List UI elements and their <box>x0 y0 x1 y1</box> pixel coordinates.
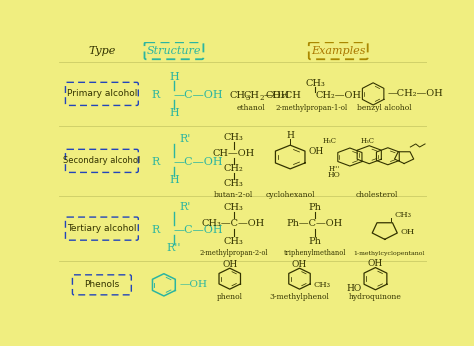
Text: ethanol: ethanol <box>237 104 266 112</box>
Text: CH: CH <box>244 91 259 100</box>
Text: R: R <box>152 225 160 235</box>
Text: Structure: Structure <box>146 46 201 56</box>
Text: H₃C: H₃C <box>361 137 375 145</box>
Text: Ph: Ph <box>309 202 321 211</box>
Text: —C—OH: —C—OH <box>174 225 224 235</box>
Text: cholesterol: cholesterol <box>356 191 398 199</box>
Text: CH₃—C—OH: CH₃—C—OH <box>202 219 265 228</box>
Text: butan-2-ol: butan-2-ol <box>214 191 253 199</box>
Text: H: H <box>169 108 179 118</box>
Text: OH: OH <box>309 147 324 156</box>
Text: Primary alcohol: Primary alcohol <box>67 89 137 98</box>
Text: triphenylmethanol: triphenylmethanol <box>284 249 346 257</box>
Text: CH₃CH: CH₃CH <box>266 91 302 100</box>
Text: OH: OH <box>368 259 383 268</box>
Text: HO: HO <box>346 284 362 293</box>
Text: Type: Type <box>88 46 116 56</box>
Text: Tertiary alcohol: Tertiary alcohol <box>67 224 137 233</box>
Text: 2-methylpropan-1-ol: 2-methylpropan-1-ol <box>275 104 347 112</box>
Text: 1-methylcyclopentanol: 1-methylcyclopentanol <box>353 251 424 256</box>
Text: HO: HO <box>328 171 341 179</box>
Text: CH—OH: CH—OH <box>212 149 255 158</box>
Text: H: H <box>169 175 179 185</box>
Text: phenol: phenol <box>217 293 243 301</box>
Text: R'': R'' <box>167 243 181 253</box>
Text: H''': H''' <box>328 165 340 173</box>
Text: —CH₂—OH: —CH₂—OH <box>388 89 444 98</box>
Text: OH: OH <box>222 260 237 268</box>
Text: CH₃: CH₃ <box>224 133 244 142</box>
Text: CH₃: CH₃ <box>224 180 244 189</box>
Text: CH₃: CH₃ <box>224 237 244 246</box>
Text: —OH: —OH <box>264 91 290 100</box>
Text: Examples: Examples <box>311 46 365 56</box>
Text: R': R' <box>179 134 191 144</box>
Text: —OH: —OH <box>179 280 207 289</box>
Text: 2: 2 <box>259 94 264 102</box>
Text: —C—OH: —C—OH <box>174 90 224 100</box>
Text: CH₃: CH₃ <box>305 79 325 88</box>
Text: Ph—C—OH: Ph—C—OH <box>287 219 343 228</box>
Text: H: H <box>169 72 179 82</box>
Text: H₃C: H₃C <box>323 137 337 145</box>
Text: 2-methylpropan-2-ol: 2-methylpropan-2-ol <box>200 249 268 257</box>
Text: OH: OH <box>292 260 307 268</box>
Text: CH: CH <box>229 91 246 100</box>
Text: R: R <box>152 90 160 100</box>
Text: Secondary alcohol: Secondary alcohol <box>63 156 141 165</box>
Text: CH₂: CH₂ <box>224 164 244 173</box>
Text: Phenols: Phenols <box>84 280 119 289</box>
Text: Ph: Ph <box>309 237 321 246</box>
Text: CH₃: CH₃ <box>394 211 411 219</box>
Text: CH₂—OH: CH₂—OH <box>315 91 361 100</box>
Text: benzyl alcohol: benzyl alcohol <box>357 104 412 112</box>
Text: 3: 3 <box>246 94 250 102</box>
Text: cyclohexanol: cyclohexanol <box>265 191 315 199</box>
Text: R': R' <box>179 202 191 212</box>
Text: R: R <box>152 157 160 167</box>
Text: CH₃: CH₃ <box>313 281 330 289</box>
Text: CH₃: CH₃ <box>224 202 244 211</box>
Text: hydroquinone: hydroquinone <box>349 293 402 301</box>
Text: H: H <box>286 131 294 140</box>
Text: 3-methylphenol: 3-methylphenol <box>270 293 329 301</box>
Text: OH: OH <box>400 228 414 236</box>
Text: —C—OH: —C—OH <box>174 157 224 167</box>
